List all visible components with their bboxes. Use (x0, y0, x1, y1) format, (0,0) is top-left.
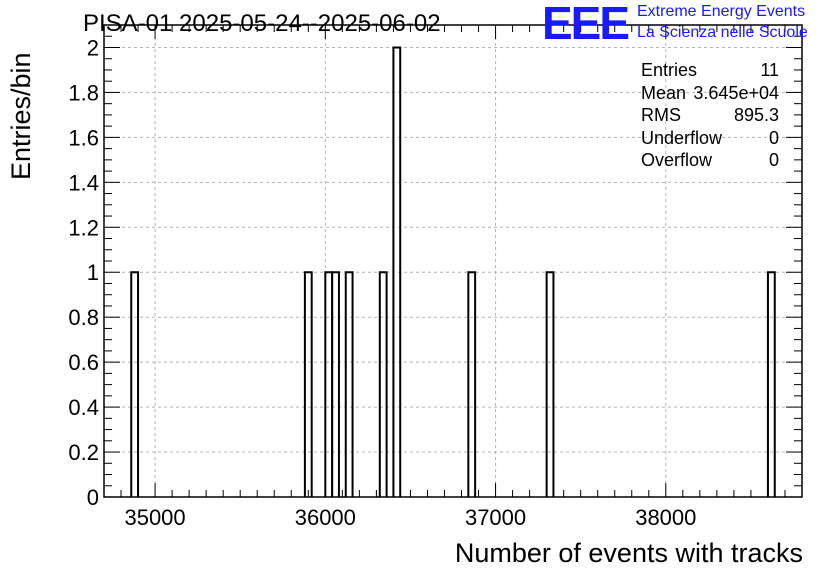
x-tick-label: 37000 (465, 505, 526, 530)
stat-label: Overflow (641, 150, 713, 170)
x-axis-label: Number of events with tracks (454, 538, 803, 568)
y-tick-label: 1.8 (68, 80, 99, 105)
logo-line-2: La Scienza nelle Scuole (637, 24, 808, 41)
stat-row-mean: Mean 3.645e+04 (641, 83, 779, 106)
histogram-bin (303, 271, 313, 497)
y-tick-label: 1.2 (68, 215, 99, 240)
logo-line-1: Extreme Energy Events (637, 3, 806, 20)
stat-label: Mean (641, 82, 687, 103)
y-tick-label: 1.6 (68, 125, 99, 150)
stat-row-underflow: Underflow 0 (641, 128, 779, 151)
y-tick-label: 0.6 (68, 350, 99, 375)
histogram-bin (392, 46, 402, 497)
y-tick-label: 2 (87, 35, 99, 60)
stats-box: Entries 11 Mean 3.645e+04 RMS 895.3 Unde… (641, 60, 779, 173)
stat-value: 3.645e+04 (693, 82, 779, 103)
y-tick-label: 0.8 (68, 305, 99, 330)
y-axis-label: Entries/bin (6, 52, 36, 180)
stat-label: Entries (641, 60, 698, 80)
histogram-bin (344, 271, 354, 497)
histogram-bin (130, 271, 140, 497)
x-tick-label: 36000 (295, 505, 356, 530)
y-tick-label: 0 (87, 485, 99, 510)
x-tick-label: 38000 (635, 505, 696, 530)
y-tick-label: 1.4 (68, 170, 99, 195)
stat-row-entries: Entries 11 (641, 60, 779, 83)
eee-logo: EEE (542, 0, 630, 49)
stat-value: 11 (760, 60, 779, 80)
histogram-bin (545, 271, 555, 497)
x-tick-label: 35000 (124, 505, 185, 530)
histogram-bin (378, 271, 388, 497)
stat-value: 895.3 (733, 105, 779, 125)
stat-value: 0 (768, 150, 779, 170)
stat-label: RMS (641, 105, 681, 125)
y-tick-label: 0.2 (68, 440, 99, 465)
stat-value: 0 (768, 127, 779, 148)
histogram-bin (766, 271, 776, 497)
y-tick-label: 0.4 (68, 395, 99, 420)
histogram-bin (467, 271, 477, 497)
histogram-bin (324, 271, 334, 497)
y-tick-label: 1 (87, 260, 99, 285)
stat-row-overflow: Overflow 0 (641, 150, 779, 173)
histogram-bin (331, 271, 340, 497)
chart-title: PISA-01 2025-05-24--2025-06-02 (83, 10, 441, 37)
stat-label: Underflow (641, 127, 723, 148)
stat-row-rms: RMS 895.3 (641, 105, 779, 128)
